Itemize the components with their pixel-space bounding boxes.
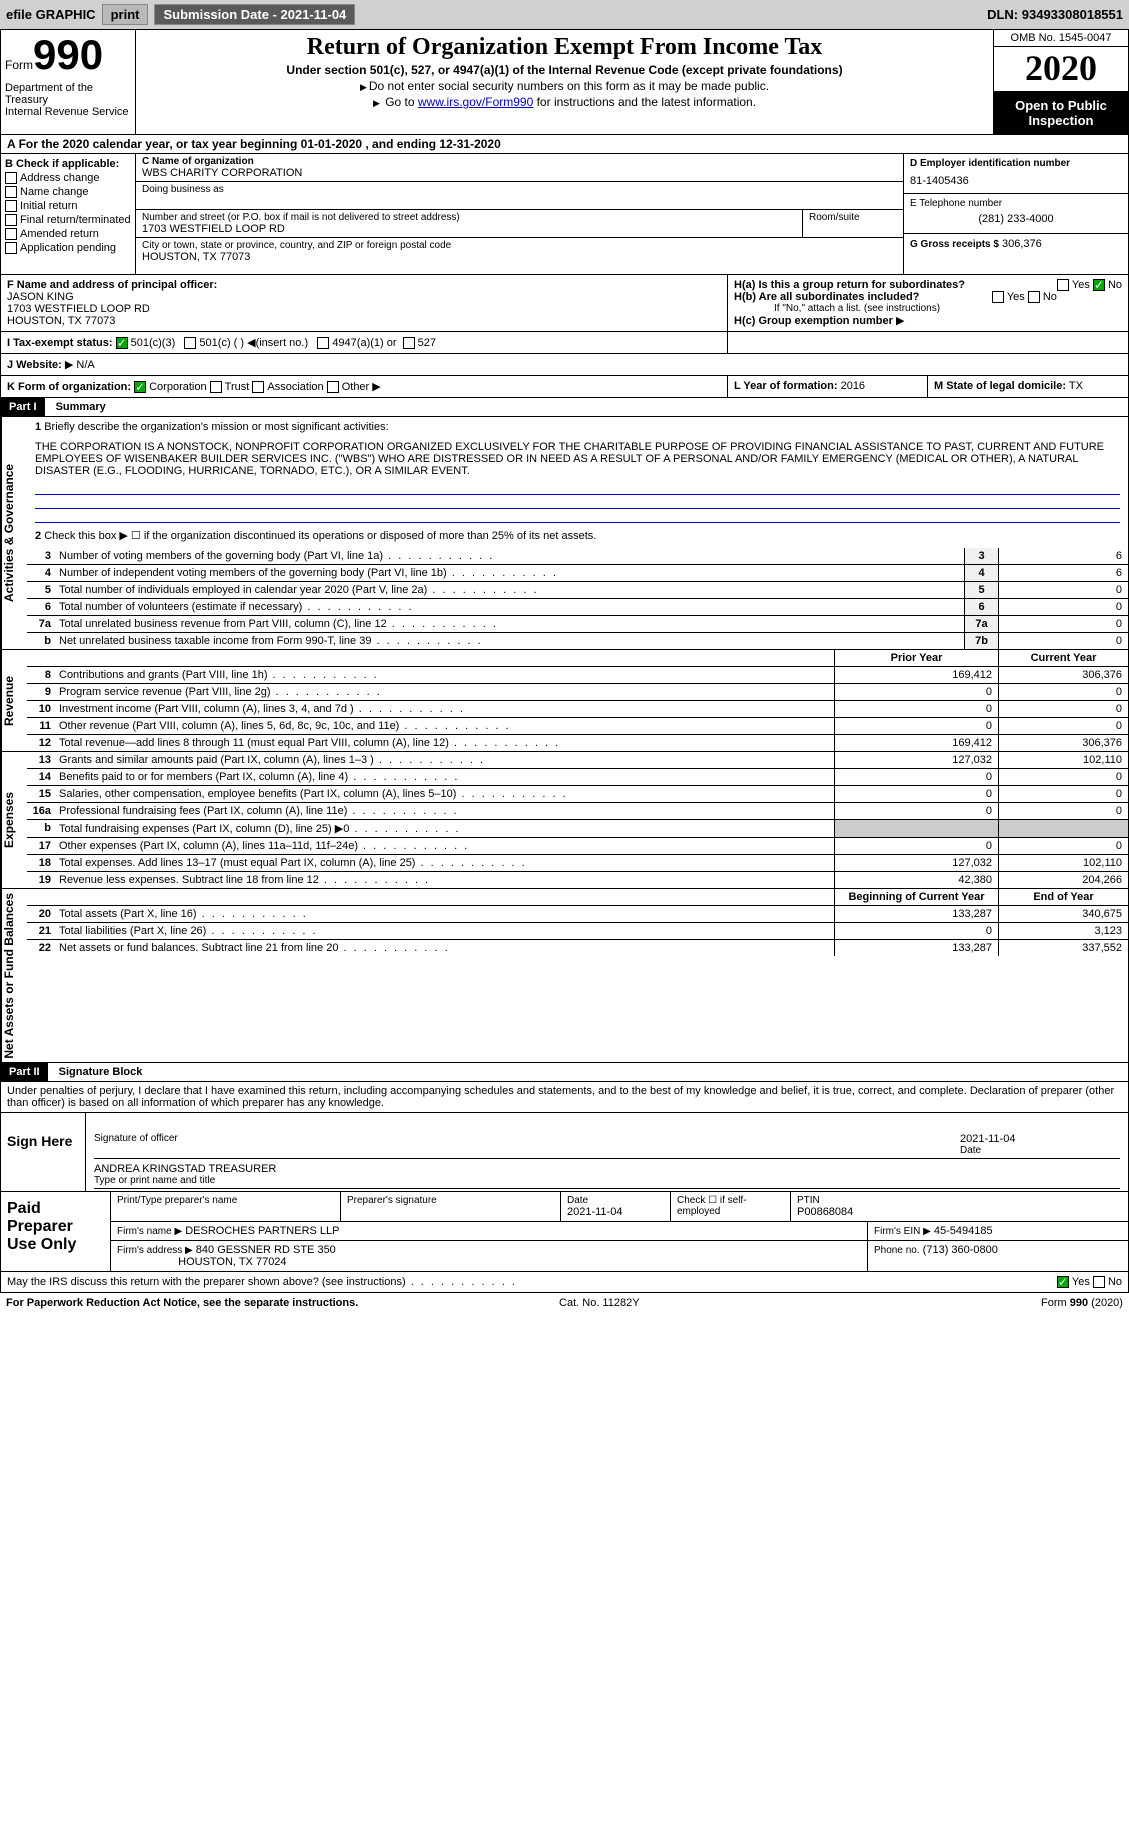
- form-title: Return of Organization Exempt From Incom…: [144, 34, 985, 61]
- officer-name: ANDREA KRINGSTAD TREASURER: [94, 1163, 276, 1175]
- fin-row: 17Other expenses (Part IX, column (A), l…: [27, 838, 1128, 855]
- chk-final-return[interactable]: Final return/terminated: [5, 214, 131, 226]
- principal-officer: F Name and address of principal officer:…: [1, 275, 728, 331]
- paid-preparer: Paid Preparer Use Only Print/Type prepar…: [0, 1192, 1129, 1272]
- street-address: 1703 WESTFIELD LOOP RD: [142, 223, 796, 235]
- firm-name: DESROCHES PARTNERS LLP: [185, 1225, 339, 1237]
- fin-row: 9Program service revenue (Part VIII, lin…: [27, 684, 1128, 701]
- gov-row: 7aTotal unrelated business revenue from …: [27, 616, 1128, 633]
- fin-row: 8Contributions and grants (Part VIII, li…: [27, 667, 1128, 684]
- dln-label: DLN: 93493308018551: [987, 7, 1123, 22]
- signature-block: Sign Here Signature of officer 2021-11-0…: [0, 1113, 1129, 1192]
- header-center: Return of Organization Exempt From Incom…: [136, 30, 993, 134]
- header-right: OMB No. 1545-0047 2020 Open to Public In…: [993, 30, 1128, 134]
- ein: 81-1405436: [910, 175, 1122, 187]
- chk-initial-return[interactable]: Initial return: [5, 200, 131, 212]
- fin-row: 19Revenue less expenses. Subtract line 1…: [27, 872, 1128, 888]
- fin-row: 21Total liabilities (Part X, line 26)03,…: [27, 923, 1128, 940]
- chk-app-pending[interactable]: Application pending: [5, 242, 131, 254]
- fin-row: 18Total expenses. Add lines 13–17 (must …: [27, 855, 1128, 872]
- website: N/A: [76, 359, 94, 371]
- col-de: D Employer identification number 81-1405…: [903, 154, 1128, 274]
- gov-row: bNet unrelated business taxable income f…: [27, 633, 1128, 649]
- chk-name-change[interactable]: Name change: [5, 186, 131, 198]
- form-subtitle: Under section 501(c), 527, or 4947(a)(1)…: [144, 63, 985, 77]
- fin-row: 12Total revenue—add lines 8 through 11 (…: [27, 735, 1128, 751]
- gov-row: 3Number of voting members of the governi…: [27, 548, 1128, 565]
- tax-exempt-status: I Tax-exempt status: 501(c)(3) 501(c) ( …: [1, 332, 728, 353]
- section-a-period: A For the 2020 calendar year, or tax yea…: [0, 135, 1129, 154]
- phone: (281) 233-4000: [910, 213, 1122, 225]
- chk-amended[interactable]: Amended return: [5, 228, 131, 240]
- perjury-declaration: Under penalties of perjury, I declare th…: [0, 1082, 1129, 1113]
- fin-row: 10Investment income (Part VIII, column (…: [27, 701, 1128, 718]
- part-i-header: Part I Summary: [0, 398, 1129, 417]
- part-i-net-assets: Net Assets or Fund Balances Beginning of…: [0, 889, 1129, 1064]
- info-grid: B Check if applicable: Address change Na…: [0, 154, 1129, 275]
- goto-note: Go to www.irs.gov/Form990 for instructio…: [144, 95, 985, 109]
- header-left: Form990 Department of the Treasury Inter…: [1, 30, 136, 134]
- part-ii-header: Part II Signature Block: [0, 1063, 1129, 1082]
- col-c-org-info: C Name of organization WBS CHARITY CORPO…: [136, 154, 903, 274]
- tax-year: 2020: [994, 47, 1128, 92]
- gov-row: 5Total number of individuals employed in…: [27, 582, 1128, 599]
- gov-row: 6Total number of volunteers (estimate if…: [27, 599, 1128, 616]
- row-i-j: I Tax-exempt status: 501(c)(3) 501(c) ( …: [0, 332, 1129, 354]
- part-i-governance: Activities & Governance 1 Briefly descri…: [0, 417, 1129, 650]
- fin-row: bTotal fundraising expenses (Part IX, co…: [27, 820, 1128, 838]
- top-toolbar: efile GRAPHIC print Submission Date - 20…: [0, 0, 1129, 29]
- row-f-h: F Name and address of principal officer:…: [0, 275, 1129, 332]
- city-state-zip: HOUSTON, TX 77073: [142, 251, 897, 263]
- row-j: J Website: ▶ N/A: [0, 354, 1129, 376]
- efile-label: efile GRAPHIC: [6, 7, 96, 22]
- page-footer: For Paperwork Reduction Act Notice, see …: [0, 1293, 1129, 1313]
- gov-row: 4Number of independent voting members of…: [27, 565, 1128, 582]
- row-klm: K Form of organization: Corporation Trus…: [0, 376, 1129, 398]
- fin-row: 20Total assets (Part X, line 16)133,2873…: [27, 906, 1128, 923]
- omb-number: OMB No. 1545-0047: [994, 30, 1128, 47]
- fin-row: 16aProfessional fundraising fees (Part I…: [27, 803, 1128, 820]
- fin-row: 11Other revenue (Part VIII, column (A), …: [27, 718, 1128, 735]
- org-name: WBS CHARITY CORPORATION: [142, 167, 897, 179]
- part-i-expenses: Expenses 13Grants and similar amounts pa…: [0, 752, 1129, 889]
- group-return: H(a) Is this a group return for subordin…: [728, 275, 1128, 331]
- part-i-revenue: Revenue Prior YearCurrent Year 8Contribu…: [0, 650, 1129, 752]
- gross-receipts: 306,376: [1002, 238, 1042, 250]
- mission-text: THE CORPORATION IS A NONSTOCK, NONPROFIT…: [27, 437, 1128, 481]
- fin-row: 13Grants and similar amounts paid (Part …: [27, 752, 1128, 769]
- chk-501c3[interactable]: [116, 337, 128, 349]
- dept-label: Department of the Treasury Internal Reve…: [5, 82, 131, 118]
- irs-link[interactable]: www.irs.gov/Form990: [418, 95, 533, 109]
- fin-row: 22Net assets or fund balances. Subtract …: [27, 940, 1128, 956]
- discuss-row: May the IRS discuss this return with the…: [0, 1272, 1129, 1293]
- form-header: Form990 Department of the Treasury Inter…: [0, 29, 1129, 135]
- fin-row: 14Benefits paid to or for members (Part …: [27, 769, 1128, 786]
- inspection-label: Open to Public Inspection: [994, 92, 1128, 134]
- col-b-checkboxes: B Check if applicable: Address change Na…: [1, 154, 136, 274]
- ssn-note: Do not enter social security numbers on …: [144, 79, 985, 93]
- chk-address-change[interactable]: Address change: [5, 172, 131, 184]
- fin-row: 15Salaries, other compensation, employee…: [27, 786, 1128, 803]
- print-button[interactable]: print: [102, 4, 149, 25]
- submission-date-box: Submission Date - 2021-11-04: [154, 4, 355, 25]
